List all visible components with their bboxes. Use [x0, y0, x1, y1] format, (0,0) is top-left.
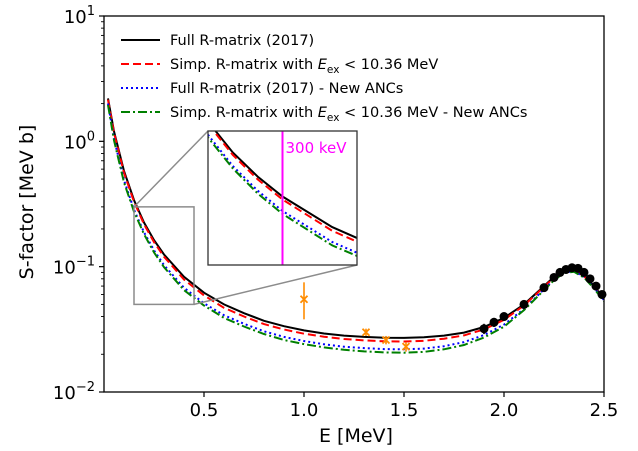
legend-label-3: Full R-matrix (2017) - New ANCs	[170, 81, 403, 97]
inset-axes: 300 keV	[207, 130, 358, 266]
black-data-point-2	[489, 317, 499, 327]
black-data-point-3	[499, 312, 509, 322]
black-data-point-13	[591, 281, 601, 291]
x-tick-label-5: 2.5	[590, 400, 619, 421]
x-tick-label-4: 2.0	[490, 400, 519, 421]
inset-frame	[207, 130, 358, 266]
black-data-point-1	[479, 324, 489, 334]
inset-series-line-1	[214, 131, 357, 240]
orange-data-point-1	[299, 295, 309, 304]
zoom-connector-top	[133, 130, 209, 208]
zoom-connector-bottom	[193, 264, 358, 306]
y-axis-label: S-factor [MeV b]	[16, 125, 38, 280]
series-line-4	[107, 104, 604, 354]
legend-label-2: Simp. R-matrix with Eex < 10.36 MeV	[170, 57, 438, 76]
black-data-point-12	[585, 274, 595, 284]
plot-frame	[103, 15, 605, 393]
black-data-point-4	[519, 299, 529, 309]
main-axes: 0.5 1.0 1.5 2.0 2.5 10−2 10−1 100 101	[53, 4, 618, 421]
y-tick-label-4: 101	[64, 4, 95, 28]
black-data-point-6	[549, 272, 559, 282]
x-tick-label-1: 0.5	[190, 400, 219, 421]
orange-data-point-3	[381, 335, 391, 345]
legend-label-1: Full R-matrix (2017)	[170, 33, 314, 49]
black-data-point-5	[539, 283, 549, 293]
y-tick-label-2: 10−1	[53, 255, 95, 279]
legend-label-4: Simp. R-matrix with Eex < 10.36 MeV - Ne…	[170, 105, 527, 124]
inset-series-line-2	[212, 131, 357, 243]
orange-data-point-4	[401, 342, 411, 351]
y-tick-label-1: 10−2	[53, 380, 95, 404]
zoom-region	[133, 130, 358, 306]
x-tick-label-2: 1.0	[290, 400, 319, 421]
orange-data-point-2	[361, 328, 371, 337]
y-tick-label-3: 100	[64, 129, 95, 153]
data-points-layer	[299, 263, 607, 352]
inset-series-line-3	[208, 132, 357, 254]
black-data-point-14	[597, 289, 607, 299]
inset-series-line-4	[208, 135, 357, 258]
inset-marker-label: 300 keV	[286, 139, 348, 157]
legend: Full R-matrix (2017) Simp. R-matrix with …	[121, 33, 527, 124]
black-data-point-11	[579, 267, 589, 277]
x-tick-label-3: 1.5	[390, 400, 419, 421]
x-axis-label: E [MeV]	[319, 425, 393, 447]
zoom-rectangle	[133, 206, 195, 306]
